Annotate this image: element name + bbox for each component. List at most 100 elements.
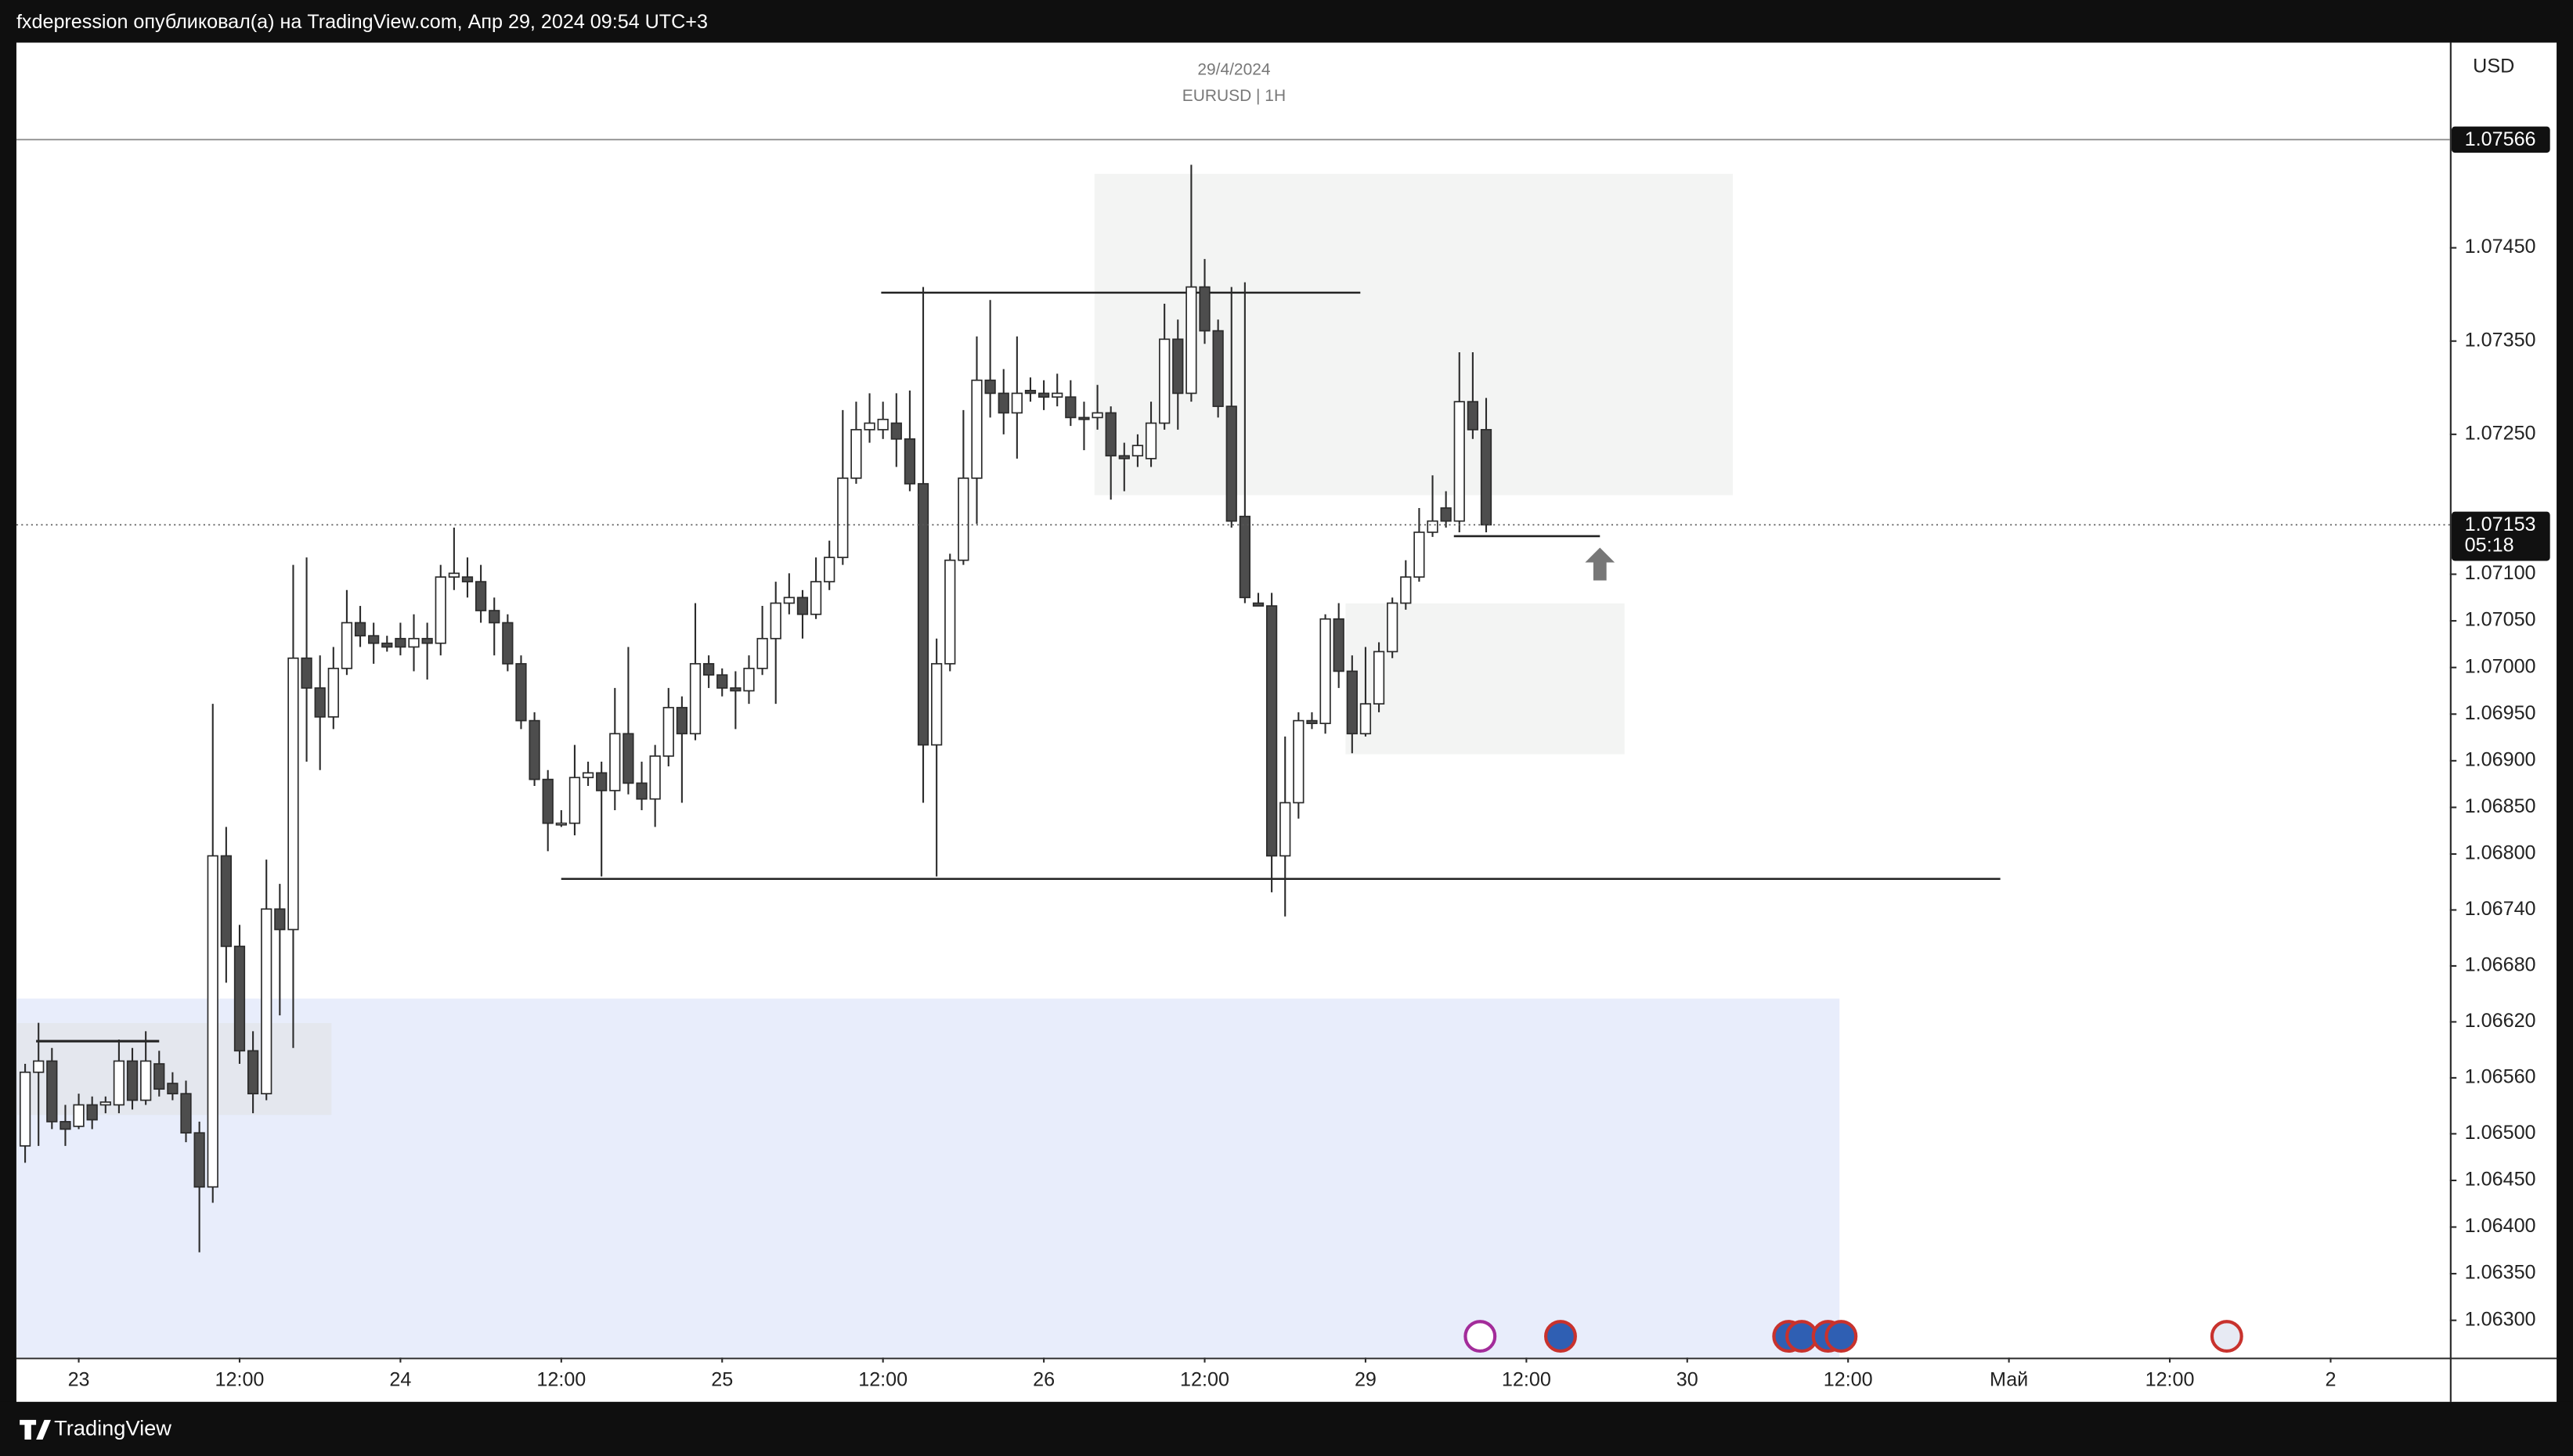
candle-body xyxy=(810,581,822,615)
candle-body xyxy=(448,572,460,578)
candle-body xyxy=(1024,390,1037,395)
last-price-tag xyxy=(2451,511,2550,561)
candle-body xyxy=(1400,576,1412,604)
candle-body xyxy=(46,1060,58,1123)
y-tick-label: 1.06560 xyxy=(2465,1066,2536,1088)
candle-body xyxy=(261,908,272,1094)
candle-body xyxy=(662,707,674,757)
candle-body xyxy=(676,707,688,735)
y-tick-label: 1.07250 xyxy=(2465,422,2536,444)
x-tick-label: 12:00 xyxy=(1502,1368,1551,1390)
candle-body xyxy=(314,687,326,718)
candle-body xyxy=(529,719,540,780)
price-line-label: 1.07566 xyxy=(2465,128,2536,150)
candle-body xyxy=(1092,412,1103,419)
candle-body xyxy=(381,642,393,648)
candle-body xyxy=(86,1104,98,1121)
candle-body xyxy=(703,663,715,676)
brand: TradingView xyxy=(54,1416,171,1440)
x-tick-label: 24 xyxy=(389,1368,411,1390)
range-zone xyxy=(16,1023,332,1115)
candle-body xyxy=(341,622,353,669)
price-axis xyxy=(2449,42,2557,1402)
y-tick-label: 1.06400 xyxy=(2465,1215,2536,1237)
candle-body xyxy=(1065,396,1077,419)
candle-body xyxy=(622,733,634,784)
events xyxy=(1463,1320,2243,1353)
candle-body xyxy=(890,422,902,440)
candle-body xyxy=(126,1060,139,1101)
y-tick-label: 1.06900 xyxy=(2465,748,2536,770)
candle-body xyxy=(917,483,929,746)
y-tick-label: 1.06680 xyxy=(2465,954,2536,976)
candle-body xyxy=(770,602,781,640)
candle-body xyxy=(489,610,500,624)
y-tick-label: 1.06800 xyxy=(2465,842,2536,864)
candle-body xyxy=(1265,605,1278,857)
price-line-tag xyxy=(2451,126,2550,153)
x-tick-label: 29 xyxy=(1355,1368,1377,1390)
candle-body xyxy=(1373,651,1385,705)
candle-body xyxy=(233,946,246,1052)
x-tick-label: Май xyxy=(1990,1368,2028,1390)
candle-body xyxy=(1346,670,1358,735)
candle-body xyxy=(1480,429,1492,526)
candle-body xyxy=(958,478,969,561)
y-tick-label: 1.06450 xyxy=(2465,1169,2536,1191)
candle-body xyxy=(824,557,835,582)
candle-body xyxy=(1105,412,1117,457)
candle-body xyxy=(461,576,474,582)
y-tick-label: 1.06850 xyxy=(2465,795,2536,817)
candle-body xyxy=(1252,602,1265,607)
candle-body xyxy=(60,1121,71,1130)
x-tick-label: 12:00 xyxy=(858,1368,908,1390)
candle-body xyxy=(1199,286,1211,332)
up-arrow xyxy=(1585,547,1615,581)
currency: USD xyxy=(2473,56,2514,77)
candle-body xyxy=(408,637,420,648)
footer-bar xyxy=(0,1401,2573,1456)
candle-body xyxy=(1172,338,1184,395)
candle-body xyxy=(904,438,916,485)
candle-body xyxy=(998,392,1009,414)
candle-body xyxy=(73,1104,85,1127)
candle-body xyxy=(555,822,567,826)
candle-body xyxy=(1427,520,1438,533)
candle-body xyxy=(368,635,380,644)
candle-body xyxy=(475,581,487,611)
x-tick-label: 30 xyxy=(1676,1368,1698,1390)
chart-subtitle: EURUSD | 1H xyxy=(1182,87,1286,105)
x-tick-label: 12:00 xyxy=(536,1368,586,1390)
y-tick-label: 1.06300 xyxy=(2465,1308,2536,1330)
candle-body xyxy=(730,687,742,692)
x-tick-label: 25 xyxy=(711,1368,733,1390)
x-tick-label: 12:00 xyxy=(1180,1368,1229,1390)
candle-body xyxy=(1159,338,1171,424)
candle-body xyxy=(596,772,608,791)
candle-body xyxy=(837,478,849,558)
candle-body xyxy=(1319,618,1331,725)
candle-body xyxy=(1078,416,1090,420)
y-tick-label: 1.06620 xyxy=(2465,1010,2536,1032)
candle-body xyxy=(287,657,299,931)
candle-body xyxy=(515,663,527,722)
candle-body xyxy=(542,778,554,824)
publish-info: fxdepression опубликовал(а) на TradingVi… xyxy=(16,11,708,33)
candle-body xyxy=(1467,401,1479,431)
supply-zone xyxy=(1094,174,1734,496)
y-tick-label: 1.07450 xyxy=(2465,236,2536,258)
candle-body xyxy=(435,576,446,644)
candle-body xyxy=(864,422,875,431)
candle-body xyxy=(1413,532,1425,578)
x-tick-label: 23 xyxy=(68,1368,90,1390)
candle-body xyxy=(971,379,983,479)
candle-body xyxy=(207,855,218,1188)
y-tick-label: 1.06500 xyxy=(2465,1122,2536,1144)
candle-body xyxy=(1306,719,1318,725)
candle-body xyxy=(689,663,702,735)
candle-body xyxy=(33,1060,45,1073)
x-tick-label: 2 xyxy=(2325,1368,2336,1390)
y-tick-label: 1.07000 xyxy=(2465,655,2536,677)
candle-body xyxy=(582,772,594,779)
logo xyxy=(20,1419,51,1440)
